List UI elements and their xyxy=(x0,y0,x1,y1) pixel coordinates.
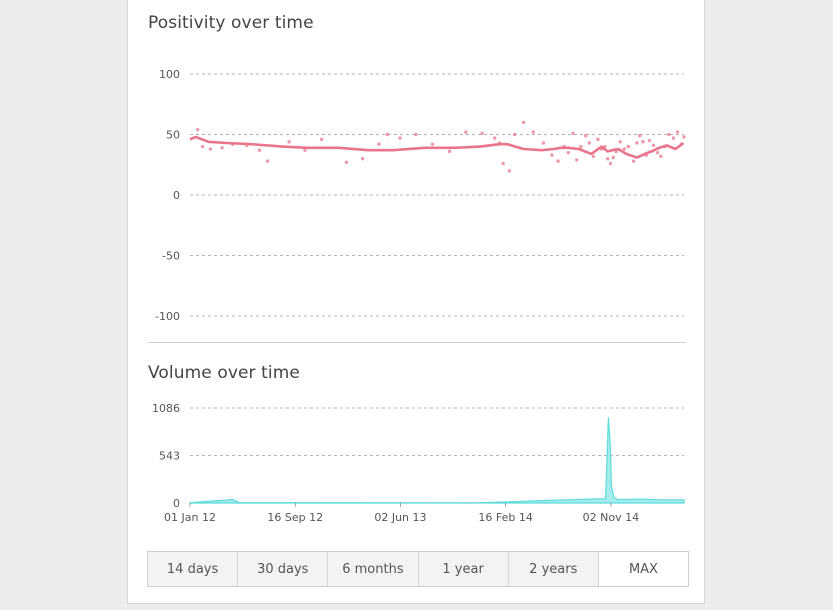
positivity-point xyxy=(575,158,579,162)
positivity-point xyxy=(631,159,636,163)
positivity-point xyxy=(220,146,224,150)
positivity-point xyxy=(579,144,583,149)
positivity-point xyxy=(635,141,639,145)
chart-divider xyxy=(148,342,686,343)
positivity-y-tick-label: -50 xyxy=(162,250,180,263)
range-button-1-year[interactable]: 1 year xyxy=(418,552,509,586)
positivity-point xyxy=(512,132,517,137)
range-button-30-days[interactable]: 30 days xyxy=(238,552,329,586)
positivity-point xyxy=(464,130,468,134)
positivity-point xyxy=(287,140,291,144)
sentiment-card: Positivity over time Volume over time 10… xyxy=(127,0,705,604)
range-button-2-years[interactable]: 2 years xyxy=(508,552,599,586)
positivity-point xyxy=(596,137,600,142)
positivity-point xyxy=(587,141,592,145)
positivity-point xyxy=(319,137,324,142)
positivity-point xyxy=(360,157,365,161)
positivity-point xyxy=(638,134,642,138)
range-button-6-months[interactable]: 6 months xyxy=(328,552,419,586)
volume-x-tick-label: 16 Feb 14 xyxy=(478,511,532,524)
volume-y-tick-label: 0 xyxy=(173,497,180,510)
positivity-point xyxy=(605,157,610,161)
positivity-point xyxy=(377,142,381,146)
positivity-trend-line xyxy=(189,135,685,159)
positivity-point xyxy=(385,132,390,137)
positivity-y-tick-label: 0 xyxy=(173,189,180,202)
positivity-point xyxy=(430,142,435,146)
volume-chart: 1086 543 001 Jan 12 16 Sep 12 02 Jun 13 16 Fe… xyxy=(152,402,685,524)
positivity-chart: 100 50 0 -50 -100 xyxy=(155,68,686,323)
volume-x-tick-label: 02 Nov 14 xyxy=(583,511,639,524)
positivity-y-tick-label: 100 xyxy=(159,68,180,81)
positivity-point xyxy=(521,120,526,125)
positivity-point xyxy=(550,153,554,157)
positivity-point xyxy=(200,144,205,149)
positivity-point xyxy=(571,131,575,135)
positivity-point xyxy=(344,160,349,165)
positivity-point xyxy=(647,138,652,143)
positivity-point xyxy=(626,144,631,149)
positivity-point xyxy=(208,147,213,151)
positivity-point xyxy=(667,132,671,137)
positivity-point xyxy=(618,140,622,144)
volume-x-tick-label: 01 Jan 12 xyxy=(164,511,216,524)
positivity-point xyxy=(501,161,505,166)
positivity-point xyxy=(414,132,418,137)
positivity-point xyxy=(641,140,645,144)
positivity-point xyxy=(480,131,484,135)
volume-y-tick-label: 1086 xyxy=(152,402,180,415)
positivity-point xyxy=(492,136,497,140)
positivity-point xyxy=(591,154,596,158)
volume-x-tick-label: 02 Jun 13 xyxy=(374,511,426,524)
volume-x-tick-label: 16 Sep 12 xyxy=(267,511,323,524)
positivity-point xyxy=(682,135,686,139)
positivity-point xyxy=(265,159,270,163)
volume-chart-title: Volume over time xyxy=(148,363,300,383)
positivity-point xyxy=(655,150,660,155)
positivity-point xyxy=(556,159,560,163)
positivity-point xyxy=(622,147,626,151)
positivity-point xyxy=(583,134,588,138)
range-button-max[interactable]: MAX xyxy=(598,552,689,586)
positivity-point xyxy=(611,155,616,160)
positivity-point xyxy=(651,143,656,148)
time-range-selector: 14 days 30 days 6 months 1 year 2 years … xyxy=(147,551,689,587)
range-button-14-days[interactable]: 14 days xyxy=(148,552,239,586)
positivity-point xyxy=(566,150,570,155)
volume-area xyxy=(189,417,685,504)
positivity-point xyxy=(196,127,200,132)
positivity-chart-title: Positivity over time xyxy=(148,13,314,33)
positivity-point xyxy=(659,154,663,158)
volume-y-tick-label: 543 xyxy=(159,450,180,463)
positivity-point xyxy=(398,136,402,140)
positivity-point xyxy=(671,136,676,140)
positivity-point xyxy=(303,148,307,152)
positivity-point xyxy=(507,169,512,173)
positivity-point xyxy=(257,148,262,152)
positivity-point xyxy=(541,141,546,145)
positivity-point xyxy=(608,161,613,166)
positivity-point xyxy=(531,130,535,134)
positivity-point xyxy=(447,149,452,154)
positivity-y-tick-label: -100 xyxy=(155,310,180,323)
positivity-point xyxy=(675,130,680,134)
positivity-y-tick-label: 50 xyxy=(166,129,180,142)
